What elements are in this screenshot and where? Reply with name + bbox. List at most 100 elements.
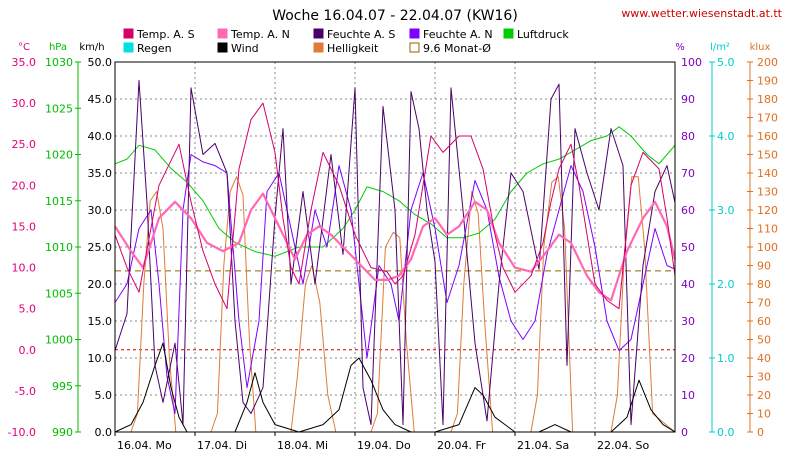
series-layer <box>114 80 677 433</box>
brightness-axis-tick: 140 <box>757 167 778 180</box>
pressure-axis-tick: 1010 <box>45 241 73 254</box>
wind-axis-tick: 45.0 <box>88 93 113 106</box>
brightness-axis-tick: 90 <box>757 260 771 273</box>
day-label: 22.04. So <box>597 439 649 452</box>
legend-label-wind: Wind <box>231 42 259 55</box>
humidity-axis-tick: 40 <box>681 278 695 291</box>
rain-axis-tick: 5.0 <box>717 56 735 69</box>
brightness-axis-tick: 40 <box>757 352 771 365</box>
humidity-axis-tick: 80 <box>681 130 695 143</box>
brightness-axis-tick: 200 <box>757 56 778 69</box>
axis-unit-temp: °C <box>18 42 30 53</box>
chart-title: Woche 16.04.07 - 22.04.07 (KW16) <box>272 8 518 24</box>
legend-swatch-pressure <box>503 28 514 39</box>
humidity-axis-tick: 10 <box>681 389 695 402</box>
legend-swatch-temp_s <box>123 28 134 39</box>
series-line-wind <box>114 342 676 433</box>
brightness-axis-tick: 80 <box>757 278 771 291</box>
brightness-axis-tick: 110 <box>757 223 778 236</box>
legend-swatch-hum_s <box>313 28 324 39</box>
legend-label-hum_s: Feuchte A. S <box>327 28 395 41</box>
legend-swatch-temp_n <box>217 28 228 39</box>
brightness-axis-tick: 60 <box>757 315 771 328</box>
rain-axis-tick: 4.0 <box>717 130 735 143</box>
brightness-axis-tick: 100 <box>757 241 778 254</box>
brightness-axis-tick: 50 <box>757 334 771 347</box>
temp-axis-tick: 35.0 <box>12 56 37 69</box>
brightness-axis-tick: 170 <box>757 112 778 125</box>
brightness-axis-tick: 150 <box>757 149 778 162</box>
brightness-axis-tick: 180 <box>757 93 778 106</box>
axis-unit-pressure: hPa <box>49 42 67 53</box>
legend-label-pressure: Luftdruck <box>517 28 569 41</box>
rain-axis-tick: 1.0 <box>717 352 735 365</box>
temp-axis-tick: 15.0 <box>12 220 37 233</box>
temp-axis-tick: 5.0 <box>19 303 37 316</box>
day-label: 19.04. Do <box>357 439 411 452</box>
series-line-pressure <box>114 126 676 257</box>
legend-swatch-hum_n <box>409 28 420 39</box>
day-label: 20.04. Fr <box>437 439 486 452</box>
brightness-axis-tick: 30 <box>757 371 771 384</box>
legend: Temp. A. S Temp. A. N Feuchte A. S Feuchte … <box>123 28 569 55</box>
day-label: 18.04. Mi <box>277 439 328 452</box>
plot-grid <box>115 62 675 432</box>
legend-label-brightness: Helligkeit <box>327 42 379 55</box>
pressure-axis-tick: 995 <box>52 380 73 393</box>
day-label: 16.04. Mo <box>117 439 172 452</box>
legend-label-temp_s: Temp. A. S <box>136 28 195 41</box>
wind-axis-tick: 25.0 <box>88 241 113 254</box>
humidity-axis-tick: 50 <box>681 241 695 254</box>
rain-axis-tick: 2.0 <box>717 278 735 291</box>
wind-axis-tick: 35.0 <box>88 167 113 180</box>
source-label: www.wetter.wiesenstadt.at.tt <box>621 7 782 20</box>
pressure-axis-tick: 1005 <box>45 287 73 300</box>
humidity-axis-tick: 30 <box>681 315 695 328</box>
pressure-axis-tick: 1015 <box>45 195 73 208</box>
temp-axis-tick: 10.0 <box>12 262 37 275</box>
pressure-axis-tick: 1020 <box>45 149 73 162</box>
legend-swatch-mean <box>409 42 420 53</box>
wind-axis-tick: 40.0 <box>88 130 113 143</box>
wind-axis-tick: 5.0 <box>95 389 113 402</box>
wind-axis-tick: 20.0 <box>88 278 113 291</box>
legend-swatch-brightness <box>313 42 324 53</box>
temp-axis-tick: 20.0 <box>12 179 37 192</box>
humidity-axis-tick: 100 <box>681 56 702 69</box>
humidity-axis-tick: 20 <box>681 352 695 365</box>
legend-label-hum_n: Feuchte A. N <box>423 28 493 41</box>
temp-axis-tick: 25.0 <box>12 138 37 151</box>
brightness-axis-tick: 0 <box>757 426 764 439</box>
day-label: 17.04. Di <box>197 439 247 452</box>
pressure-axis-tick: 990 <box>52 426 73 439</box>
temp-axis-tick: 30.0 <box>12 97 37 110</box>
brightness-axis-tick: 70 <box>757 297 771 310</box>
wind-axis-tick: 30.0 <box>88 204 113 217</box>
temp-axis-tick: -5.0 <box>15 385 36 398</box>
pressure-axis-tick: 1025 <box>45 102 73 115</box>
humidity-axis-tick: 90 <box>681 93 695 106</box>
axes: -10.0 -5.0 0.0 5.0 10.0 15.0 20.0 25.0 30.0 35.0 9… <box>8 56 778 452</box>
rain-axis-tick: 3.0 <box>717 204 735 217</box>
axis-unit-wind: km/h <box>79 42 104 53</box>
series-line-temp_s <box>114 102 676 310</box>
series-line-hum_s <box>114 80 676 426</box>
legend-label-mean: 9.6 Monat-Ø <box>423 42 491 55</box>
wind-axis-tick: 15.0 <box>88 315 113 328</box>
humidity-axis-tick: 70 <box>681 167 695 180</box>
legend-label-rain: Regen <box>137 42 172 55</box>
legend-swatch-wind <box>217 42 228 53</box>
axis-unit-rain: l/m² <box>710 42 730 53</box>
brightness-axis-tick: 190 <box>757 75 778 88</box>
humidity-axis-tick: 0 <box>681 426 688 439</box>
wind-axis-tick: 0.0 <box>95 426 113 439</box>
temp-axis-tick: 0.0 <box>19 344 37 357</box>
axis-unit-brightness: klux <box>750 42 771 53</box>
day-label: 21.04. Sa <box>517 439 569 452</box>
rain-axis-tick: 0.0 <box>717 426 735 439</box>
brightness-axis-tick: 160 <box>757 130 778 143</box>
pressure-axis-tick: 1030 <box>45 56 73 69</box>
axis-unit-humidity: % <box>675 42 685 53</box>
